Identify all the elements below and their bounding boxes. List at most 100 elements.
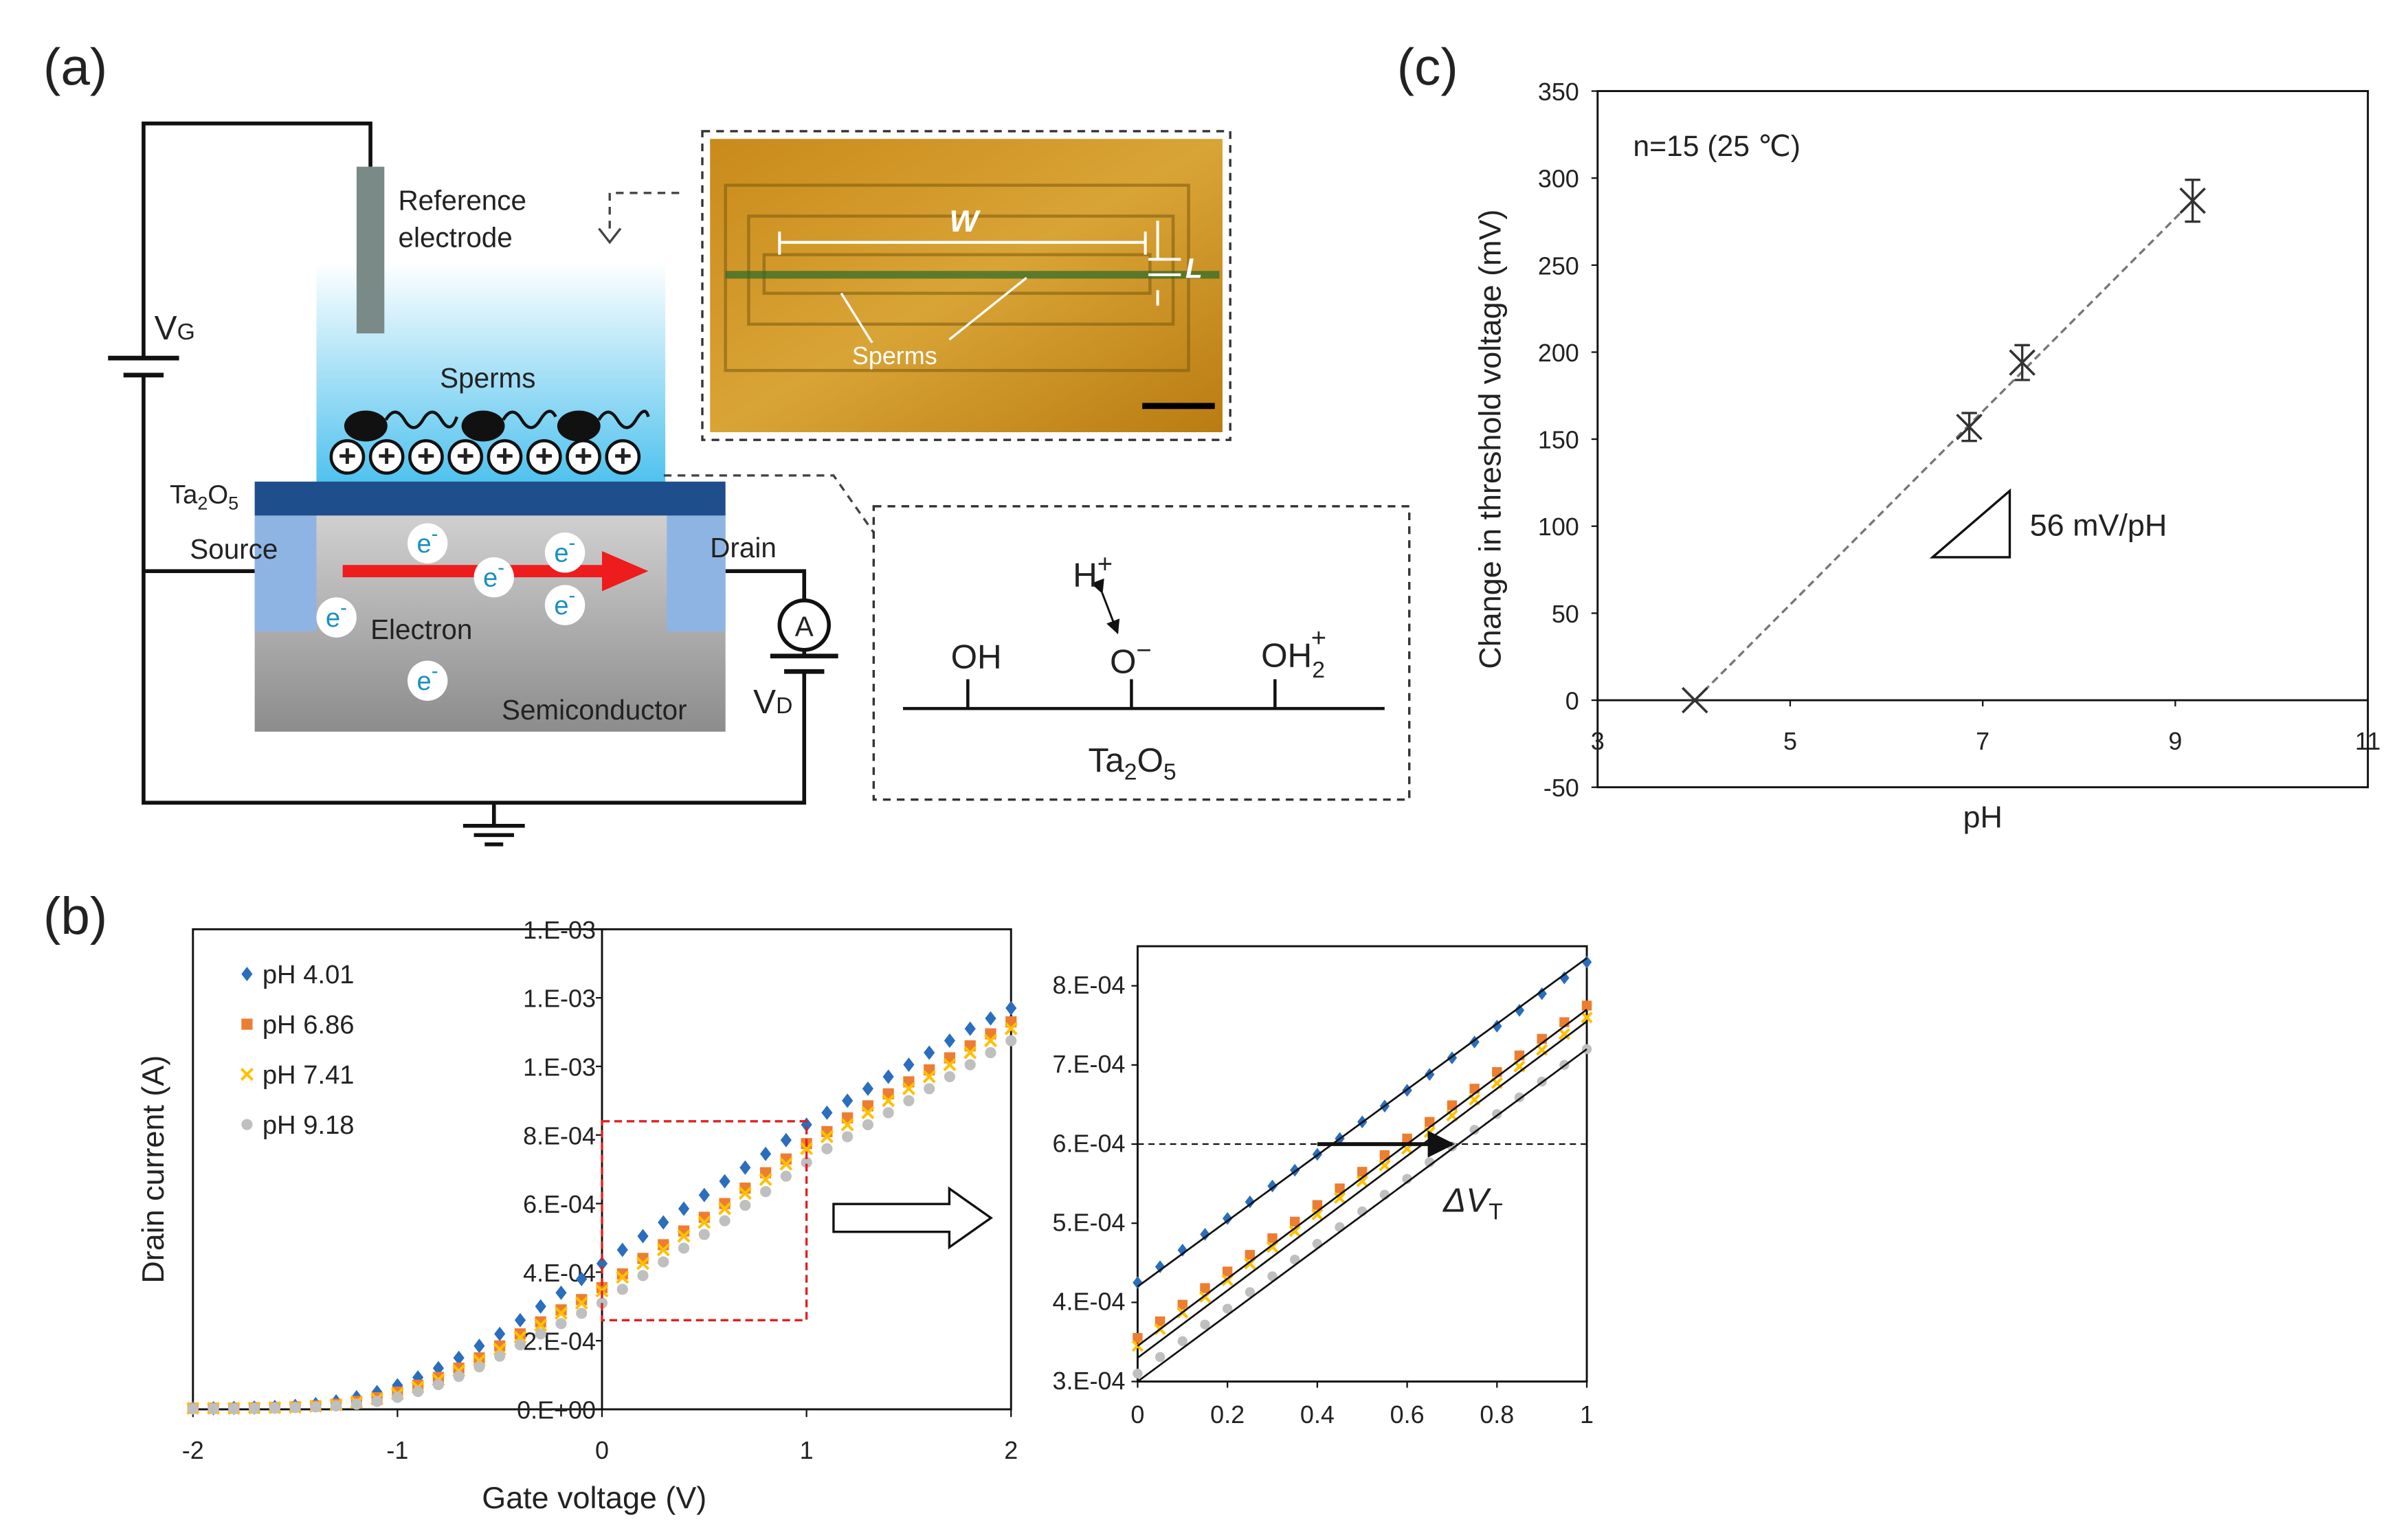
electron-label: e-	[554, 585, 575, 620]
data-point	[862, 1081, 873, 1096]
data-point	[576, 1308, 588, 1319]
fit-line	[1137, 957, 1587, 1288]
trend-line	[1694, 199, 2194, 702]
x-tick-label: 11	[2355, 727, 2381, 755]
data-point	[1155, 1260, 1166, 1273]
data-point	[2009, 349, 2036, 376]
electron	[407, 660, 448, 701]
data-point	[554, 1306, 568, 1320]
data-point	[862, 1119, 873, 1130]
data-point	[656, 1243, 670, 1257]
data-point	[473, 1361, 485, 1373]
data-point	[576, 1294, 588, 1306]
data-point	[944, 1071, 956, 1083]
sperm-head	[461, 410, 505, 442]
x-tick-label: 5	[1783, 727, 1797, 755]
data-point	[616, 1242, 628, 1257]
y-tick-label: -50	[1543, 774, 1579, 802]
x-tick-label: 3	[1591, 727, 1605, 755]
data-point	[779, 1157, 793, 1171]
label: 5	[228, 493, 238, 513]
data-point	[1289, 1216, 1300, 1227]
data-point	[760, 1146, 772, 1161]
data-point	[1335, 1222, 1345, 1233]
x-tick-label: 0	[595, 1436, 609, 1464]
charge-circle	[368, 439, 405, 475]
data-point	[760, 1186, 772, 1198]
data-point	[1222, 1266, 1233, 1277]
data-point	[861, 1106, 875, 1119]
inset-frame	[701, 130, 1231, 441]
electron-label: e-	[554, 533, 575, 568]
y-tick-label: 200	[1538, 339, 1579, 367]
charts: 0.E+00 2.E-04 4.E-04 6.E-04 8.E-04 1.E-03 1.E-…	[135, 78, 2381, 1515]
y-axis-label: Drain current (A)	[135, 1055, 170, 1284]
data-point	[963, 1046, 977, 1060]
electrons: e-e-e-e-e-e-	[316, 523, 586, 701]
data-point	[780, 1132, 792, 1148]
sperm-tail	[384, 410, 458, 429]
surface-charges: + + + + + + + +	[329, 438, 641, 475]
data-point	[1682, 686, 1708, 714]
slope-triangle	[1929, 488, 2011, 559]
data-point	[1469, 1125, 1480, 1135]
electron-label: e	[554, 539, 568, 568]
ground	[462, 803, 525, 847]
sperm-tail	[502, 410, 557, 429]
label: H+	[1073, 549, 1113, 594]
label: Electron	[370, 614, 472, 645]
drain-region	[667, 515, 726, 631]
data-point	[719, 1215, 731, 1227]
legend-label: pH 9.18	[263, 1110, 355, 1140]
charge-circle	[329, 439, 366, 475]
ammeter-label: A	[795, 611, 814, 642]
data-point	[677, 1229, 691, 1243]
data-point	[801, 1156, 812, 1168]
data-point	[535, 1328, 546, 1340]
charge-sign: +	[456, 438, 474, 473]
label: O	[1137, 741, 1163, 779]
electron	[316, 597, 357, 638]
data-point	[616, 1268, 628, 1279]
data-point	[1177, 1244, 1188, 1257]
data-point	[1558, 1028, 1570, 1040]
x-tick-label: 0	[1130, 1400, 1144, 1429]
data-point	[903, 1057, 915, 1072]
label: Sperms	[852, 342, 937, 370]
charge-sign: +	[417, 438, 435, 473]
data-point	[241, 1119, 253, 1130]
x-tick-label: 1	[1580, 1400, 1594, 1429]
y-tick-label: 4.E-04	[523, 1259, 596, 1287]
label: Drain	[710, 532, 777, 563]
electron-label: e	[416, 667, 431, 696]
fit-line	[1137, 1020, 1587, 1359]
data-point	[1312, 1238, 1323, 1249]
electron-label: e-	[326, 597, 347, 633]
label: Reference	[399, 185, 526, 216]
x-tick-label: 7	[1976, 727, 1989, 755]
label: 2	[197, 493, 208, 513]
data-point	[1005, 1035, 1017, 1047]
y-tick-label: 4.E-04	[1053, 1288, 1126, 1316]
fit-line	[1137, 1009, 1587, 1347]
data-point	[1004, 1022, 1018, 1036]
data-point	[637, 1229, 649, 1244]
data-point	[1333, 1191, 1346, 1204]
data-point	[555, 1304, 567, 1316]
label: OH	[951, 638, 1002, 676]
electron-label: -	[432, 523, 438, 545]
data-point	[1245, 1250, 1256, 1260]
data-point	[678, 1242, 690, 1254]
electron-label: e	[326, 603, 340, 633]
annotation: ΔVT	[1442, 1181, 1503, 1224]
data-point	[453, 1371, 465, 1383]
battery	[770, 653, 838, 674]
data-point	[943, 1057, 957, 1071]
x-tick-label: -2	[182, 1436, 204, 1464]
label: Ta	[170, 480, 198, 509]
label: W	[949, 203, 981, 238]
electron-label: -	[569, 585, 576, 607]
data-point	[1177, 1299, 1188, 1310]
data-point	[535, 1316, 546, 1328]
label: 2	[1312, 658, 1325, 683]
